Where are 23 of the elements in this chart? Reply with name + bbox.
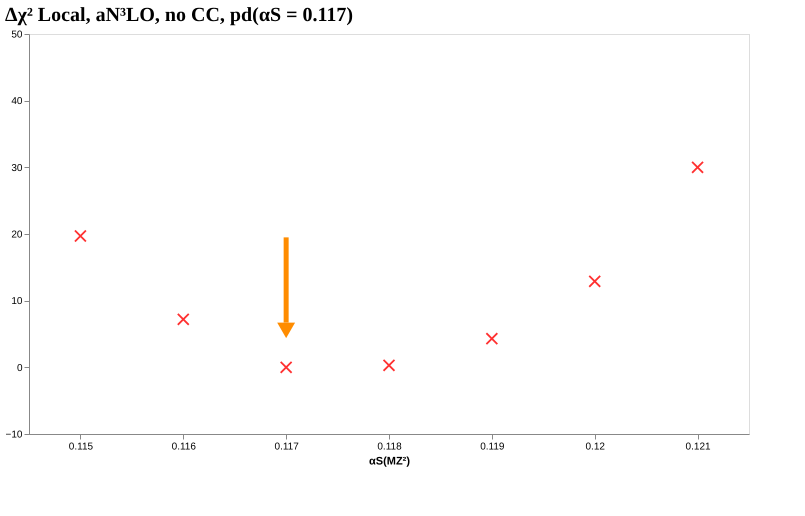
point (74, 230, 87, 242)
chart-title: Δχ² Local, aN³LO, no CC, pd(αS = 0.117) (5, 4, 354, 26)
x-tick-label: 0.12 (585, 442, 606, 452)
y-tick-label: 10 (11, 296, 23, 308)
x-tick-label: 0.117 (274, 442, 300, 452)
y-tick-label: 20 (11, 230, 23, 240)
y-tick-label: 40 (11, 96, 23, 108)
point (691, 160, 704, 174)
point (176, 312, 190, 326)
point (588, 274, 602, 288)
x-axis-title: αS(MZ²) (369, 456, 410, 468)
x-tick-label: 0.116 (172, 442, 196, 452)
point (280, 360, 293, 374)
x-tick-label: 0.121 (686, 442, 712, 452)
x-tick-label: 0.115 (68, 442, 94, 452)
point (382, 358, 396, 372)
x-tick-label: 0.118 (377, 442, 402, 452)
x-tick-label: 0.119 (480, 442, 505, 452)
y-tick-label: 0 (16, 362, 23, 374)
y-tick-label: 30 (11, 162, 23, 174)
point (485, 332, 498, 346)
y-tick-label: −10 (6, 430, 23, 440)
y-tick-label: 50 (11, 30, 23, 40)
